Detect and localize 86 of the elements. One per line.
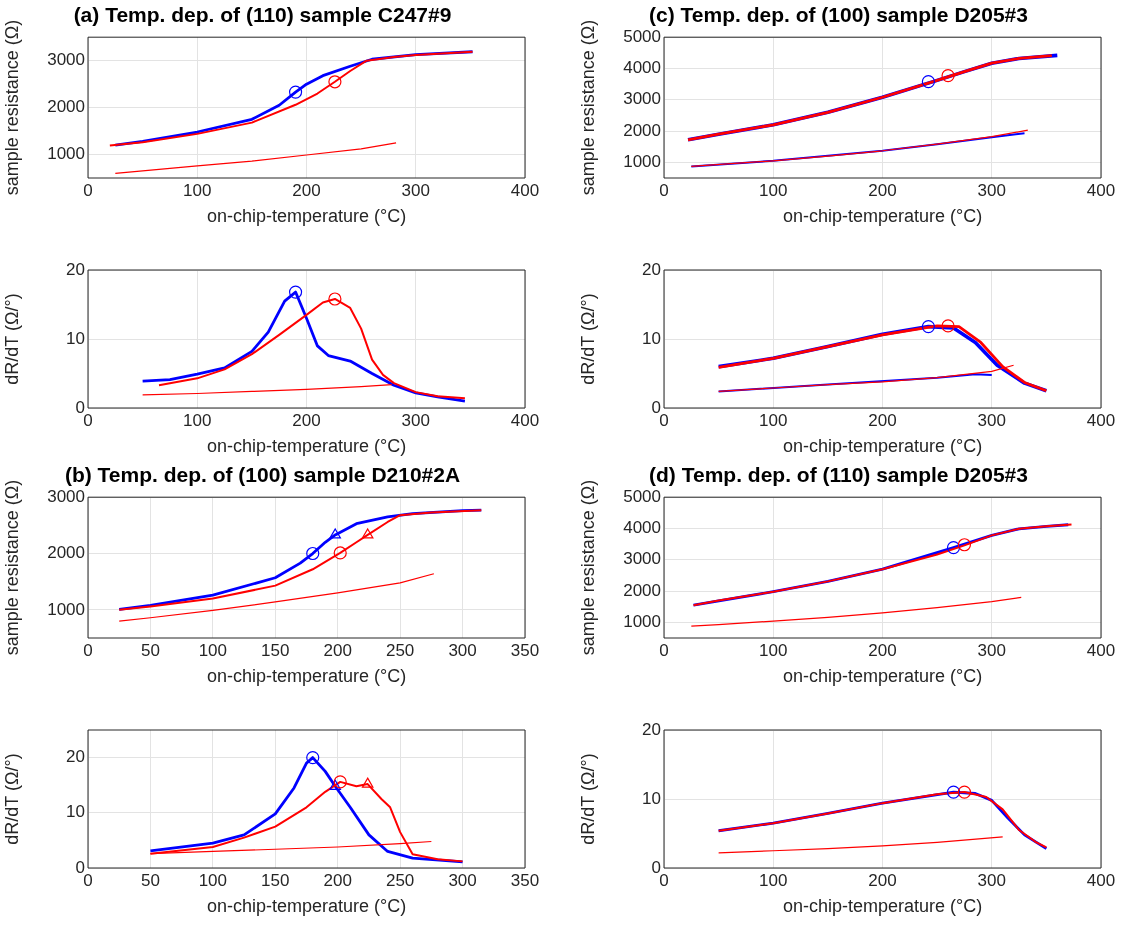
chart-title: (c) Temp. dep. of (100) sample D205#3 — [649, 3, 1028, 27]
x-tick-label: 100 — [759, 870, 788, 890]
y-tick-label: 3000 — [623, 89, 661, 109]
x-tick-label: 200 — [868, 640, 897, 660]
y-tick-label: 2000 — [623, 120, 661, 140]
x-tick-label: 400 — [1086, 640, 1116, 660]
x-axis-title: on-chip-temperature (°C) — [782, 896, 983, 917]
y-tick-label: 20 — [642, 719, 661, 739]
x-tick-label: 100 — [759, 180, 788, 200]
y-axis-title: dR/dT (Ω/°) — [577, 293, 598, 385]
chart-title: (d) Temp. dep. of (110) sample D205#3 — [649, 463, 1028, 487]
y-tick-label: 2000 — [47, 543, 85, 563]
x-axis-title: on-chip-temperature (°C) — [206, 896, 407, 917]
x-tick-label: 100 — [759, 410, 788, 430]
x-tick-label: 400 — [1086, 410, 1116, 430]
y-tick-label: 3000 — [623, 549, 661, 569]
x-tick-label: 400 — [1086, 180, 1116, 200]
y-tick-label: 4000 — [623, 58, 661, 78]
y-tick-label: 3000 — [47, 50, 85, 70]
x-tick-label: 100 — [759, 640, 788, 660]
x-tick-label: 300 — [977, 410, 1006, 430]
x-tick-label: 50 — [140, 640, 160, 660]
x-tick-label: 300 — [977, 640, 1006, 660]
x-tick-label: 100 — [183, 410, 212, 430]
y-tick-label: 20 — [66, 259, 85, 279]
x-tick-label: 350 — [510, 640, 540, 660]
x-tick-label: 400 — [510, 180, 540, 200]
y-tick-label: 5000 — [623, 26, 661, 46]
y-tick-label: 0 — [651, 397, 661, 417]
x-tick-label: 200 — [323, 870, 352, 890]
x-tick-label: 300 — [401, 180, 430, 200]
x-tick-label: 200 — [292, 180, 321, 200]
y-axis-title: sample resistance (Ω) — [577, 479, 598, 656]
y-axis-title: dR/dT (Ω/°) — [577, 753, 598, 845]
y-tick-label: 1000 — [47, 599, 85, 619]
y-tick-label: 3000 — [47, 486, 85, 506]
y-tick-label: 10 — [66, 328, 85, 348]
y-axis-title: sample resistance (Ω) — [577, 19, 598, 196]
y-tick-label: 1000 — [623, 152, 661, 172]
x-axis-title: on-chip-temperature (°C) — [206, 206, 407, 227]
x-axis-title: on-chip-temperature (°C) — [206, 666, 407, 687]
y-tick-label: 1000 — [623, 612, 661, 632]
x-tick-label: 100 — [183, 180, 212, 200]
y-tick-label: 2000 — [47, 97, 85, 117]
x-tick-label: 150 — [261, 870, 290, 890]
x-tick-label: 300 — [448, 870, 477, 890]
x-tick-label: 200 — [868, 870, 897, 890]
y-tick-label: 10 — [642, 328, 661, 348]
y-tick-label: 2000 — [623, 580, 661, 600]
y-tick-label: 20 — [66, 747, 85, 767]
x-tick-label: 250 — [385, 640, 415, 660]
y-tick-label: 4000 — [623, 518, 661, 538]
x-tick-label: 400 — [510, 410, 540, 430]
y-tick-label: 10 — [642, 788, 661, 808]
x-tick-label: 200 — [868, 180, 897, 200]
x-tick-label: 300 — [401, 410, 430, 430]
x-tick-label: 400 — [1086, 870, 1116, 890]
y-tick-label: 0 — [651, 857, 661, 877]
x-tick-label: 200 — [323, 640, 352, 660]
y-axis-title: sample resistance (Ω) — [1, 479, 22, 656]
x-tick-label: 100 — [198, 640, 228, 660]
x-tick-label: 300 — [977, 180, 1006, 200]
y-tick-label: 5000 — [623, 486, 661, 506]
x-axis-title: on-chip-temperature (°C) — [782, 436, 983, 457]
y-axis-title: sample resistance (Ω) — [1, 19, 22, 196]
x-tick-label: 350 — [510, 870, 540, 890]
x-tick-label: 150 — [261, 640, 290, 660]
x-axis-title: on-chip-temperature (°C) — [782, 206, 983, 227]
chart-title: (a) Temp. dep. of (110) sample C247#9 — [73, 3, 452, 27]
x-tick-label: 300 — [977, 870, 1006, 890]
x-tick-label: 50 — [140, 870, 160, 890]
x-tick-label: 200 — [868, 410, 897, 430]
x-tick-label: 250 — [385, 870, 415, 890]
x-tick-label: 100 — [198, 870, 228, 890]
x-tick-label: 300 — [448, 640, 477, 660]
x-axis-title: on-chip-temperature (°C) — [782, 666, 983, 687]
x-tick-label: 200 — [292, 410, 321, 430]
y-tick-label: 0 — [75, 397, 85, 417]
y-tick-label: 10 — [66, 802, 85, 822]
y-tick-label: 20 — [642, 259, 661, 279]
y-axis-title: dR/dT (Ω/°) — [1, 293, 22, 385]
y-axis-title: dR/dT (Ω/°) — [1, 753, 22, 845]
y-tick-label: 0 — [75, 857, 85, 877]
x-axis-title: on-chip-temperature (°C) — [206, 436, 407, 457]
y-tick-label: 1000 — [47, 144, 85, 164]
chart-title: (b) Temp. dep. of (100) sample D210#2A — [64, 463, 461, 487]
